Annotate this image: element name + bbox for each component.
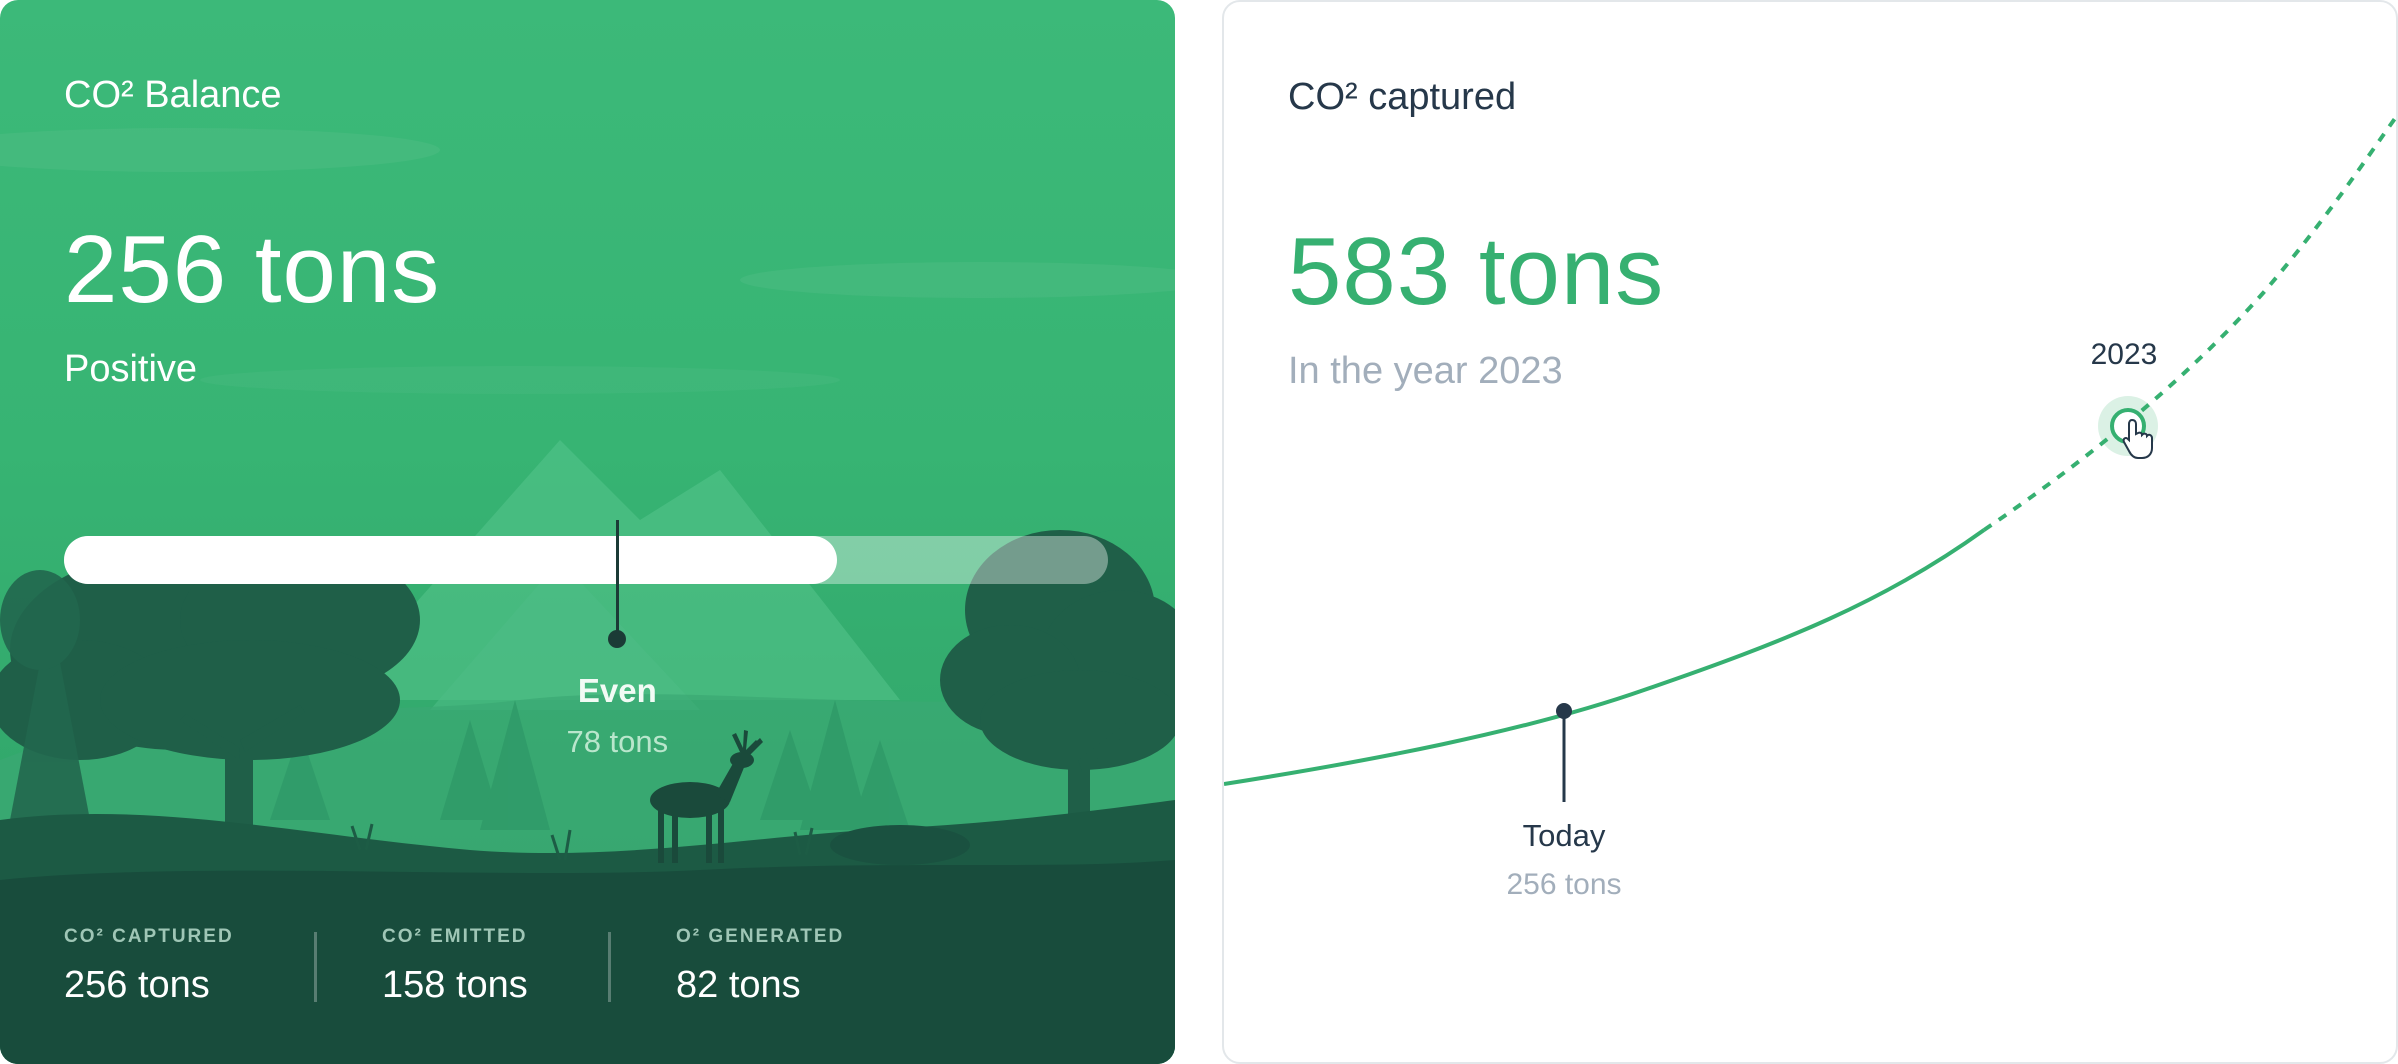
even-marker-label: Even [577,672,657,709]
stat-co2-emitted-label: CO² EMITTED [382,926,528,947]
stat-divider [314,932,317,1002]
stat-o2-generated-label: O² GENERATED [676,926,845,947]
stat-divider [608,932,611,1002]
captured-value: 583 tons [1288,218,1665,325]
hand-pointer-icon [2122,418,2153,459]
curve-projected-segment [1982,115,2396,532]
balance-progress-fill [64,536,837,584]
stat-co2-captured-label: CO² CAPTURED [64,926,234,947]
captured-trend-curve [1224,115,2396,802]
stat-co2-captured-value: 256 tons [64,964,210,1006]
balance-progress-bar [64,536,1108,584]
captured-title: CO² captured [1288,76,1517,118]
co2-balance-card: CO² Balance 256 tons Positive Even 78 to… [0,0,1175,1064]
balance-title: CO² Balance [64,74,282,116]
year-marker-label: 2023 [2090,338,2158,371]
balance-status: Positive [64,348,198,390]
today-marker-label: Today [1522,818,1606,853]
forest-illustration [0,128,1175,1064]
curve-solid-segment [1224,528,1986,786]
today-marker-value: 256 tons [1506,868,1622,901]
even-marker-value: 78 tons [566,724,669,759]
stat-co2-emitted-value: 158 tons [382,964,528,1006]
stat-o2-generated-value: 82 tons [676,964,801,1006]
even-marker-line [615,520,619,638]
co2-captured-card: CO² captured 583 tons In the year 2023 2… [1222,0,2398,1064]
captured-period: In the year 2023 [1288,350,1563,392]
even-marker-dot[interactable] [608,630,627,648]
today-marker-dot [1556,703,1572,719]
balance-value: 256 tons [64,216,441,323]
